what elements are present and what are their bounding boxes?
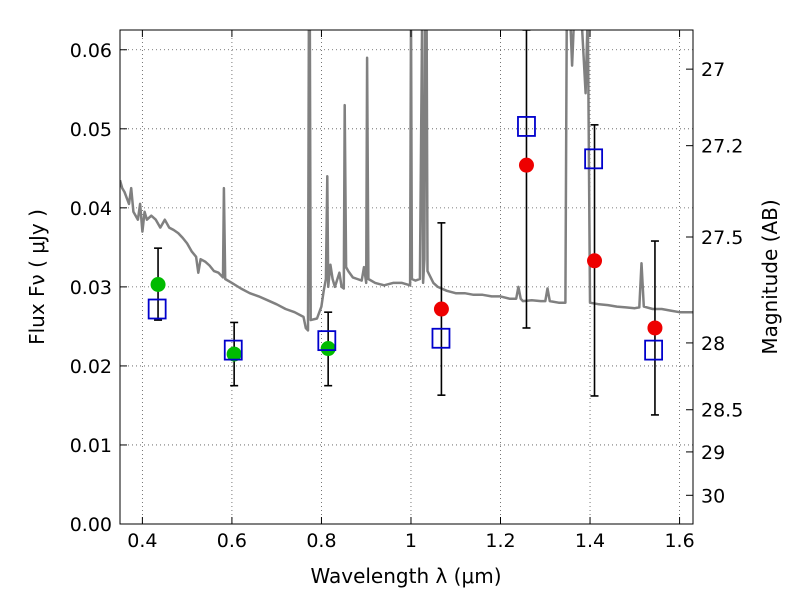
model-square-5 — [584, 148, 604, 170]
y2-tick-label-0: 27 — [701, 59, 725, 81]
x-tick-label-2: 0.8 — [306, 530, 336, 552]
y-tick-label-5: 0.05 — [70, 119, 112, 141]
grid-lines — [120, 30, 693, 525]
y2-tick-label-6: 30 — [701, 485, 725, 507]
red-point-0 — [433, 301, 449, 317]
red-point-3 — [647, 320, 663, 336]
model-square-0 — [147, 298, 167, 320]
green-point-0 — [150, 277, 166, 293]
green-point-2 — [320, 341, 336, 357]
model-square-1 — [223, 339, 243, 361]
y2-tick-label-4: 28.5 — [701, 400, 743, 422]
plot-frame — [119, 29, 694, 525]
y2-tick-label-1: 27.2 — [701, 136, 743, 158]
y2-tick-label-5: 29 — [701, 442, 725, 464]
green-point-1 — [226, 346, 242, 362]
y-tick-label-2: 0.02 — [70, 356, 112, 378]
x-axis-title: Wavelength λ (μm) — [310, 564, 501, 588]
y-tick-label-4: 0.04 — [70, 198, 112, 220]
y-tick-label-3: 0.03 — [70, 277, 112, 299]
y2-tick-label-3: 28 — [701, 333, 725, 355]
x-tick-label-6: 1.6 — [664, 530, 694, 552]
y-tick-label-6: 0.06 — [70, 40, 112, 62]
model-square-2 — [317, 330, 337, 352]
model-square-4 — [517, 116, 536, 137]
red-point-2 — [587, 253, 603, 269]
x-tick-label-4: 1.2 — [485, 530, 515, 552]
y-tick-label-0: 0.00 — [70, 514, 112, 536]
data-points-group — [150, 157, 663, 362]
model-spectrum-group — [120, 30, 693, 332]
x-tick-label-5: 1.4 — [575, 530, 605, 552]
x-tick-label-0: 0.4 — [127, 530, 157, 552]
axis-ticks — [120, 30, 693, 525]
y-tick-label-1: 0.01 — [70, 435, 112, 457]
model-squares-group — [147, 116, 664, 361]
tick-labels: 0.4 0.6 0.8 1 1.2 1.4 1.6 0.00 0.01 0.02 0.03 0.04 0… — [70, 40, 744, 552]
red-point-1 — [518, 157, 534, 173]
model-square-6 — [644, 339, 664, 361]
x-tick-label-1: 0.6 — [217, 530, 247, 552]
model-square-3 — [431, 327, 451, 349]
x-tick-label-3: 1 — [405, 530, 417, 552]
model-spectrum-line — [120, 30, 693, 332]
y2-tick-label-2: 27.5 — [701, 227, 743, 249]
y2-axis-title: Magnitude (AB) — [758, 199, 782, 354]
y-axis-title: Flux Fν ( μJy ) — [25, 209, 49, 345]
